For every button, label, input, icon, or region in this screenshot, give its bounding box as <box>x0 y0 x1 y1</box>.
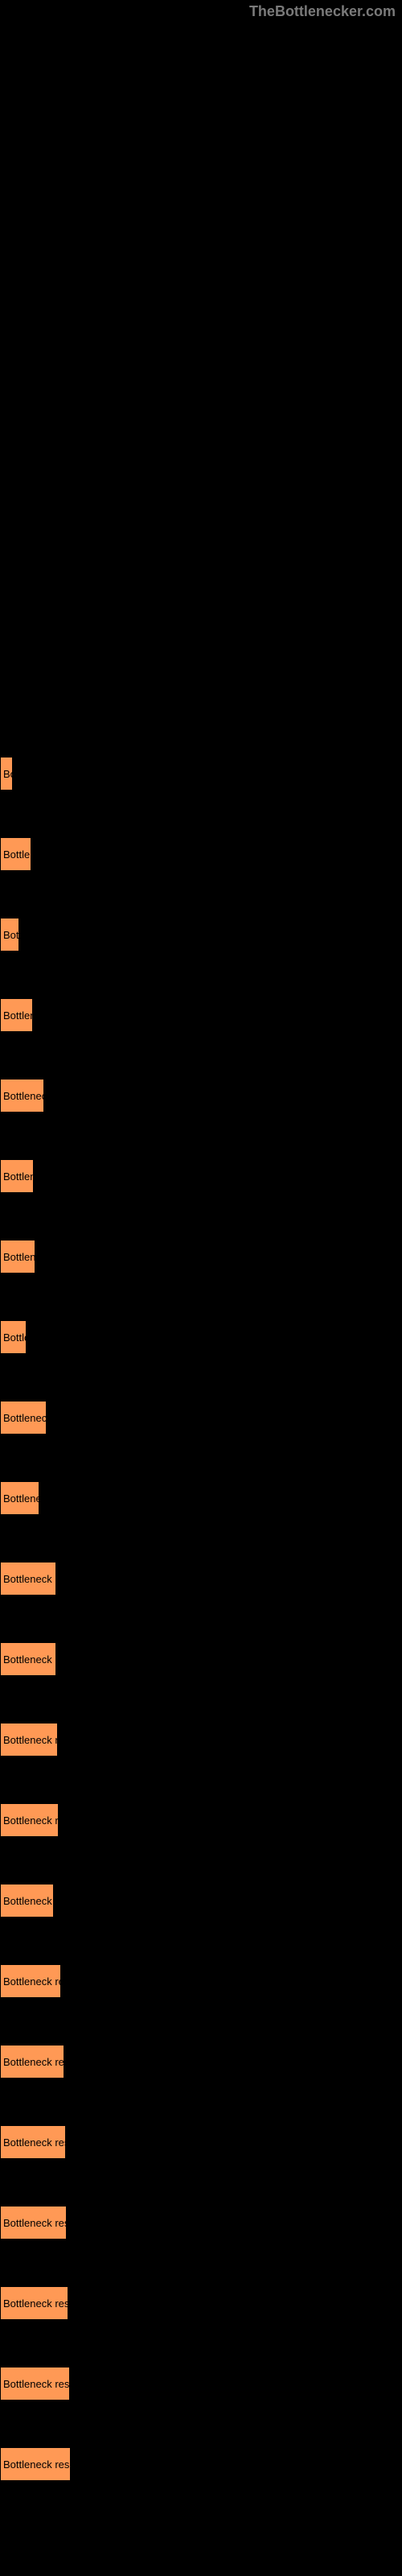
bar-row: Bottleneck result <box>0 1803 59 1837</box>
bar-label: Bottleneck result <box>3 1412 47 1424</box>
bar: Bottleneck result <box>0 1159 34 1193</box>
bar-row: Bottleneck result <box>0 1884 54 1918</box>
bar-label: Bottleneck result <box>3 1895 54 1907</box>
bar-row: Bottleneck result <box>0 1401 47 1435</box>
bar-row: Bottleneck result <box>0 918 19 952</box>
bar: Bottleneck result <box>0 918 19 952</box>
bar: Bottleneck result <box>0 837 31 871</box>
bar-row: Bottleneck result <box>0 1079 44 1113</box>
bar-row: Bottleneck result <box>0 1642 56 1676</box>
bar: Bottleneck result <box>0 1642 56 1676</box>
bar-row: Bottleneck result <box>0 837 31 871</box>
bar-row: Bottleneck result <box>0 2447 71 2481</box>
bar-label: Bottleneck result <box>3 2378 70 2390</box>
bar: Bottleneck result <box>0 998 33 1032</box>
bar-row: Bottleneck result <box>0 1240 35 1274</box>
bar-chart: Bottleneck result Bottleneck result Bottle… <box>0 757 402 2576</box>
bar-label: Bottleneck result <box>3 929 19 941</box>
bar-label: Bottleneck result <box>3 2458 71 2471</box>
bar: Bottleneck result <box>0 1562 56 1596</box>
bar: Bottleneck result <box>0 757 13 791</box>
watermark-text: TheBottlenecker.com <box>249 3 396 20</box>
bar-label: Bottleneck result <box>3 768 13 780</box>
bar-row: Bottleneck result <box>0 1320 27 1354</box>
bar-label: Bottleneck result <box>3 1009 33 1022</box>
bar-row: Bottleneck result <box>0 998 33 1032</box>
bar-row: Bottleneck result <box>0 1481 39 1515</box>
bar: Bottleneck result <box>0 2206 67 2240</box>
bar: Bottleneck result <box>0 2286 68 2320</box>
bar-row: Bottleneck result <box>0 1562 56 1596</box>
bar-label: Bottleneck result <box>3 1734 58 1746</box>
bar-row: Bottleneck result <box>0 1964 61 1998</box>
bar: Bottleneck result <box>0 1723 58 1757</box>
bar: Bottleneck result <box>0 2045 64 2079</box>
bar: Bottleneck result <box>0 1803 59 1837</box>
bar: Bottleneck result <box>0 1884 54 1918</box>
bar-label: Bottleneck result <box>3 2136 66 2149</box>
bar-row: Bottleneck result <box>0 2125 66 2159</box>
bar: Bottleneck result <box>0 2125 66 2159</box>
bar-label: Bottleneck result <box>3 2297 68 2310</box>
bar-label: Bottleneck result <box>3 1331 27 1344</box>
bar-label: Bottleneck result <box>3 2056 64 2068</box>
bar-row: Bottleneck result <box>0 2045 64 2079</box>
bar-label: Bottleneck result <box>3 1170 34 1183</box>
bar: Bottleneck result <box>0 2367 70 2401</box>
bar-label: Bottleneck result <box>3 1975 61 1988</box>
bar-label: Bottleneck result <box>3 2217 67 2229</box>
bar: Bottleneck result <box>0 1401 47 1435</box>
bar-label: Bottleneck result <box>3 1251 35 1263</box>
bar-row: Bottleneck result <box>0 2206 67 2240</box>
bar-label: Bottleneck result <box>3 1814 59 1827</box>
bar: Bottleneck result <box>0 1481 39 1515</box>
bar: Bottleneck result <box>0 1240 35 1274</box>
bar-row: Bottleneck result <box>0 757 13 791</box>
bar-label: Bottleneck result <box>3 848 31 861</box>
bar-row: Bottleneck result <box>0 2286 68 2320</box>
bar-label: Bottleneck result <box>3 1492 39 1505</box>
bar: Bottleneck result <box>0 1964 61 1998</box>
bar-label: Bottleneck result <box>3 1653 56 1666</box>
bar-row: Bottleneck result <box>0 1159 34 1193</box>
bar-row: Bottleneck result <box>0 2367 70 2401</box>
bar-label: Bottleneck result <box>3 1090 44 1102</box>
bar-row: Bottleneck result <box>0 1723 58 1757</box>
bar: Bottleneck result <box>0 2447 71 2481</box>
bar: Bottleneck result <box>0 1320 27 1354</box>
bar-label: Bottleneck result <box>3 1573 56 1585</box>
bar: Bottleneck result <box>0 1079 44 1113</box>
